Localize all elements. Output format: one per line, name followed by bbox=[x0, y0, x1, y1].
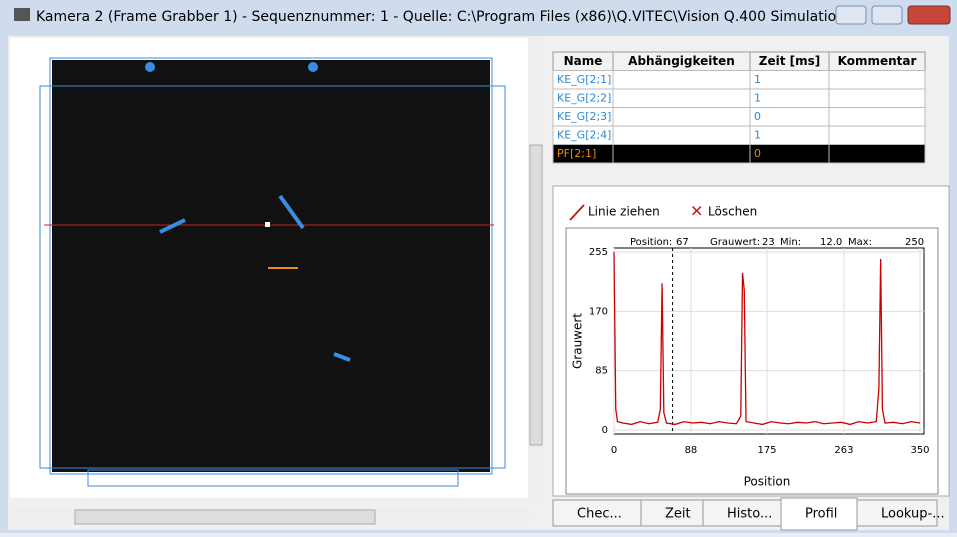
info-label: Min: bbox=[780, 237, 801, 248]
page: Kamera 2 (Frame Grabber 1) - Sequenznumm… bbox=[0, 0, 957, 533]
info-label: Grauwert: bbox=[710, 237, 760, 248]
cell bbox=[613, 89, 750, 108]
cell-text[interactable]: KE_G[2;2] bbox=[557, 91, 611, 104]
cell bbox=[613, 108, 750, 127]
cell bbox=[613, 145, 750, 164]
window-title: Kamera 2 (Frame Grabber 1) - Sequenznumm… bbox=[36, 9, 849, 25]
column-header: Abhängigkeiten bbox=[628, 54, 735, 68]
cell bbox=[829, 108, 925, 127]
cell-text: 0 bbox=[754, 110, 761, 123]
tab-label[interactable]: Profil bbox=[805, 507, 837, 522]
column-header: Name bbox=[564, 54, 603, 68]
delete-icon: ✕ bbox=[690, 202, 703, 221]
cell-text[interactable]: KE_G[2;4] bbox=[557, 128, 611, 141]
minimize-button[interactable] bbox=[836, 6, 866, 24]
cell bbox=[613, 71, 750, 90]
cell bbox=[829, 71, 925, 90]
handle bbox=[265, 222, 270, 227]
y-tick-label: 170 bbox=[589, 306, 608, 317]
info-label: Max: bbox=[848, 237, 872, 248]
y-tick-label: 255 bbox=[589, 247, 608, 258]
tab-label[interactable]: Lookup-... bbox=[881, 507, 945, 522]
camera-image bbox=[52, 60, 490, 472]
cell bbox=[750, 108, 829, 127]
handle bbox=[145, 62, 155, 72]
cell-text[interactable]: KE_G[2;3] bbox=[557, 110, 611, 123]
x-tick-label: 88 bbox=[685, 445, 698, 456]
x-tick-label: 263 bbox=[834, 445, 853, 456]
h-thumb[interactable] bbox=[75, 510, 375, 524]
y-axis-label: Grauwert bbox=[571, 313, 585, 369]
info-value: 250 bbox=[905, 237, 924, 248]
x-axis-label: Position bbox=[744, 475, 791, 489]
x-tick-label: 350 bbox=[910, 445, 929, 456]
table: Name Abhängigkeiten Zeit [ms] Kommentar KE_G… bbox=[553, 52, 925, 163]
cell bbox=[750, 145, 829, 164]
info-value: 67 bbox=[676, 237, 689, 248]
tab-label[interactable]: Histo... bbox=[727, 507, 772, 522]
cell bbox=[829, 126, 925, 145]
cell-text: 1 bbox=[754, 73, 761, 86]
maximize-button[interactable] bbox=[872, 6, 902, 24]
draw-line-button[interactable]: Linie ziehen bbox=[588, 205, 660, 219]
cell bbox=[829, 145, 925, 164]
info-value: 12.0 bbox=[820, 237, 842, 248]
cell-text[interactable]: KE_G[2;1] bbox=[557, 73, 611, 86]
column-header: Kommentar bbox=[838, 54, 917, 68]
column-header: Zeit [ms] bbox=[759, 54, 820, 68]
cell-text[interactable]: PF[2;1] bbox=[557, 147, 596, 160]
y-tick-label: 85 bbox=[595, 366, 608, 377]
cell bbox=[829, 89, 925, 108]
tab-label[interactable]: Zeit bbox=[665, 507, 691, 522]
tabs: Chec... Zeit Histo... Profil Lookup-... bbox=[553, 498, 945, 530]
x-tick-label: 0 bbox=[611, 445, 617, 456]
tab-label[interactable]: Chec... bbox=[577, 507, 622, 522]
cell bbox=[750, 71, 829, 90]
x-tick-label: 175 bbox=[757, 445, 776, 456]
info-value: 23 bbox=[762, 237, 775, 248]
handle bbox=[308, 62, 318, 72]
cell-text: 0 bbox=[754, 147, 761, 160]
cell bbox=[750, 126, 829, 145]
camera-icon bbox=[14, 8, 30, 21]
v-thumb[interactable] bbox=[530, 145, 542, 445]
cell bbox=[613, 126, 750, 145]
close-button[interactable] bbox=[908, 6, 950, 24]
y-tick-label: 0 bbox=[602, 425, 608, 436]
cell-text: 1 bbox=[754, 91, 761, 104]
cell bbox=[750, 89, 829, 108]
cell-text: 1 bbox=[754, 128, 761, 141]
delete-button[interactable]: Löschen bbox=[708, 205, 757, 219]
window: Kamera 2 (Frame Grabber 1) - Sequenznumm… bbox=[0, 0, 957, 533]
info-label: Position: bbox=[630, 237, 672, 248]
